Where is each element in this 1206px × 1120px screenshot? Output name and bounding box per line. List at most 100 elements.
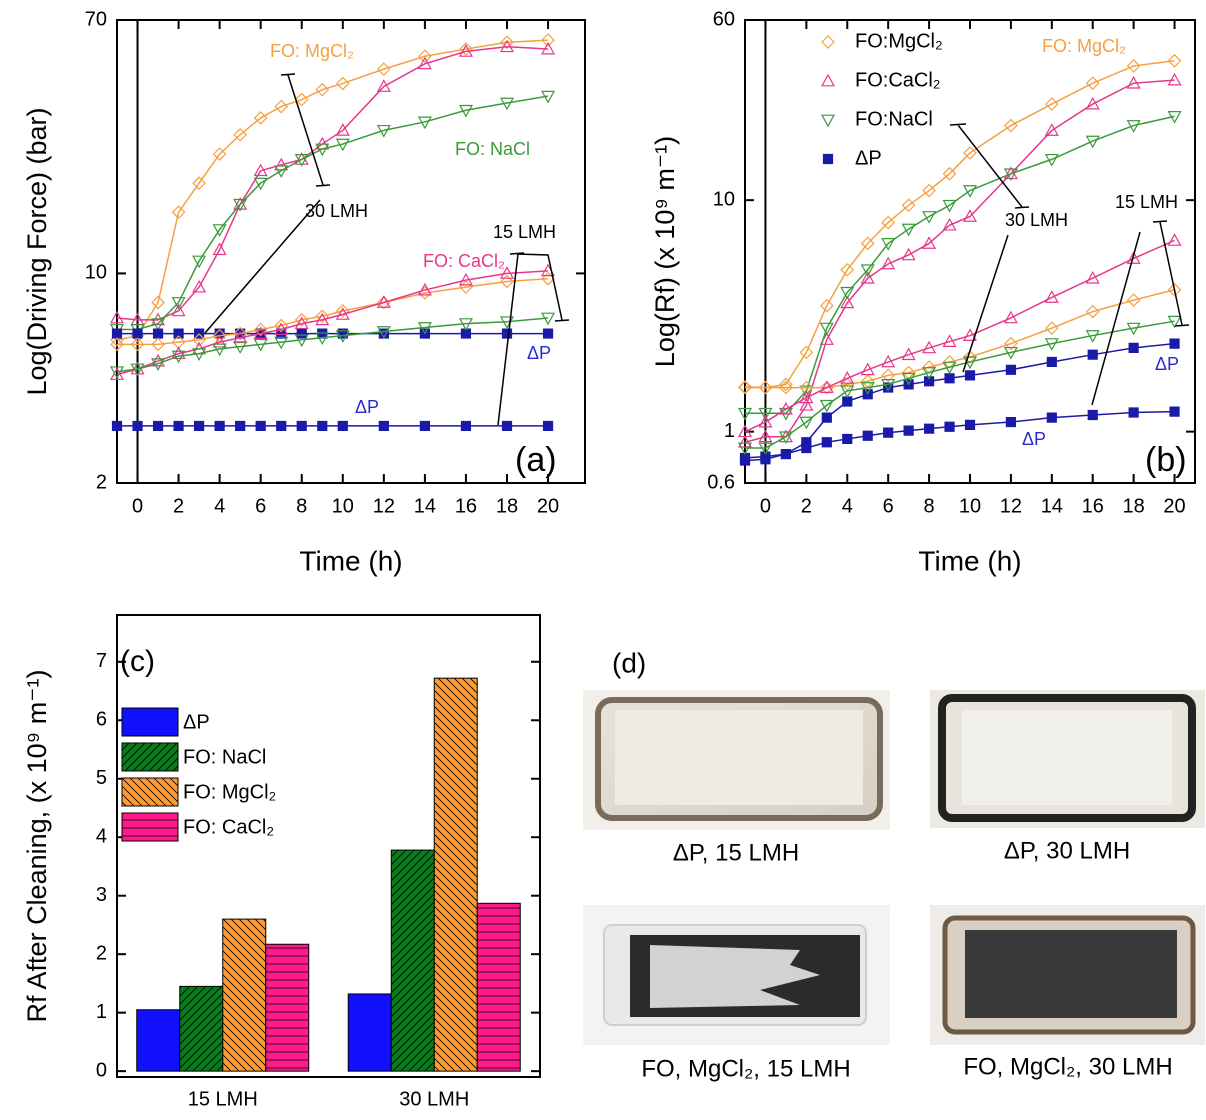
series-line (116, 39, 549, 341)
marker (173, 328, 184, 339)
marker (192, 348, 207, 361)
x-axis-title: Time (h) (299, 545, 402, 576)
marker (819, 322, 834, 336)
marker (1004, 118, 1018, 133)
annotation: ΔP (1022, 429, 1046, 449)
bar (390, 849, 435, 1072)
marker (541, 33, 555, 47)
marker (1044, 123, 1059, 136)
x-tick-label: 15 LMH (188, 1088, 258, 1110)
x-tick-label: 12 (373, 495, 395, 517)
marker (499, 266, 515, 279)
y-tick-label: 7 (96, 650, 107, 672)
legend-swatch (121, 742, 179, 772)
marker (294, 316, 309, 330)
marker (255, 420, 266, 432)
marker (151, 295, 165, 310)
marker (799, 345, 814, 360)
photo-deposit (650, 945, 820, 1008)
marker (109, 367, 125, 380)
marker (860, 362, 875, 376)
marker (962, 185, 978, 198)
series (737, 111, 1182, 421)
marker (335, 307, 350, 320)
annotation: (c) (120, 645, 155, 678)
marker (779, 380, 793, 395)
photo-caption: FO, MgCl₂, 30 LMH (963, 1053, 1172, 1080)
legend-swatch (121, 777, 179, 807)
marker (758, 442, 773, 456)
marker (760, 454, 771, 465)
marker (378, 420, 389, 432)
marker (458, 272, 473, 286)
marker (335, 304, 350, 318)
x-tick-label: 4 (842, 495, 853, 517)
marker (460, 420, 472, 432)
x-tick-label: 10 (959, 495, 981, 517)
marker (315, 332, 330, 346)
annotation: 15 LMH (493, 222, 556, 242)
photo-caption: FO, MgCl₂, 15 LMH (641, 1055, 850, 1082)
marker (235, 420, 246, 432)
marker (171, 297, 186, 310)
marker (820, 73, 836, 87)
marker (317, 420, 328, 432)
marker (417, 322, 432, 335)
series-line (116, 317, 549, 373)
marker (1128, 342, 1139, 354)
marker (192, 333, 206, 347)
marker (294, 334, 309, 348)
marker (820, 114, 836, 128)
marker (192, 279, 207, 293)
marker (109, 366, 125, 379)
marker (944, 421, 955, 432)
legend-label: FO: MgCl₂ (183, 781, 276, 803)
x-tick-label: 10 (332, 495, 354, 517)
annotation: FO: NaCl (455, 139, 530, 159)
marker (799, 390, 814, 404)
marker (819, 298, 834, 313)
marker (1126, 293, 1141, 307)
marker (883, 427, 894, 438)
bar (347, 993, 392, 1072)
marker (212, 242, 227, 256)
marker (500, 35, 514, 50)
marker (923, 423, 935, 434)
marker (737, 407, 753, 421)
marker (253, 322, 268, 337)
marker (1167, 233, 1182, 246)
marker (758, 380, 773, 395)
marker (541, 41, 556, 55)
marker (962, 328, 978, 341)
series-line (745, 320, 1175, 449)
marker (842, 396, 853, 407)
marker (1085, 76, 1100, 91)
series (109, 312, 556, 379)
marker (1046, 412, 1057, 423)
marker (1003, 310, 1018, 324)
series (109, 90, 556, 337)
marker (458, 318, 473, 331)
marker (1085, 135, 1100, 149)
marker (801, 442, 812, 454)
plot-frame (116, 19, 586, 484)
marker (922, 211, 937, 224)
marker (842, 433, 853, 445)
marker (901, 223, 916, 237)
marker (860, 270, 875, 284)
marker (419, 420, 430, 432)
photo-caption: ΔP, 30 LMH (1004, 837, 1130, 864)
marker (1044, 290, 1059, 303)
y-axis-title: Log(Driving Force) (bar) (22, 107, 52, 395)
marker (778, 401, 793, 415)
marker (501, 420, 513, 432)
marker (192, 255, 207, 269)
marker (417, 116, 432, 130)
marker (840, 295, 855, 309)
marker (460, 328, 472, 339)
marker (233, 198, 248, 212)
marker (881, 238, 896, 251)
marker (780, 448, 792, 460)
marker (737, 442, 753, 456)
